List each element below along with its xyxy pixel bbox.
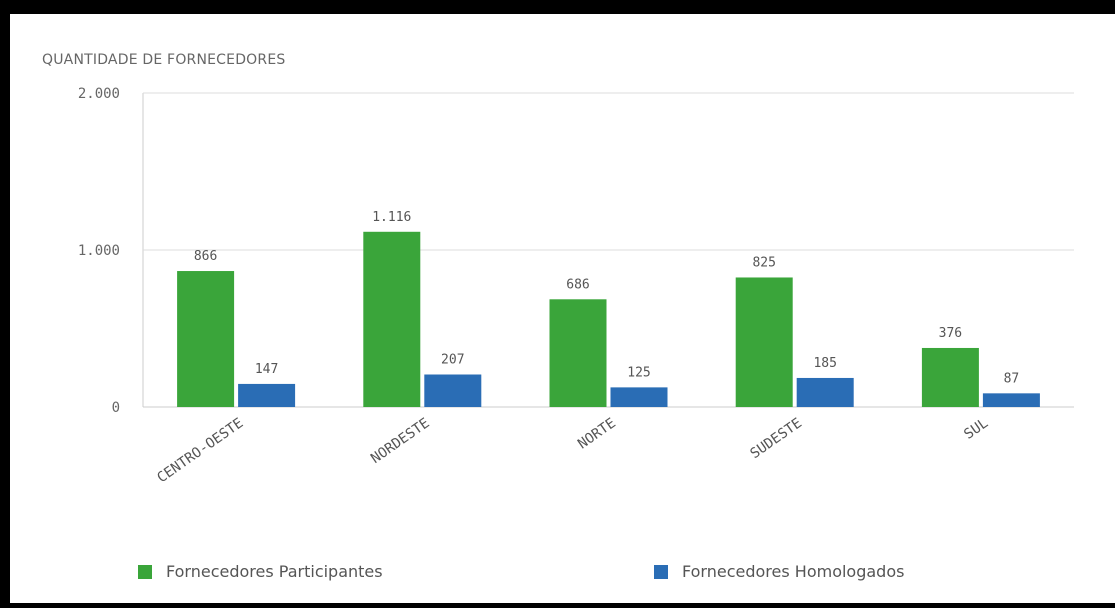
data-label: 866 xyxy=(194,249,217,264)
legend-swatch-homologados xyxy=(654,565,668,579)
legend-label-homologados: Fornecedores Homologados xyxy=(682,562,904,581)
legend-label-participantes: Fornecedores Participantes xyxy=(166,562,383,581)
bar xyxy=(736,277,793,407)
bar xyxy=(363,232,420,407)
x-tick-label: NORDESTE xyxy=(368,415,432,467)
data-label: 825 xyxy=(752,255,775,270)
bar xyxy=(238,384,295,407)
y-tick-label: 0 xyxy=(112,400,120,416)
y-tick-label: 2.000 xyxy=(78,86,120,102)
data-label: 376 xyxy=(939,326,962,341)
bar xyxy=(611,387,668,407)
bar xyxy=(177,271,234,407)
data-label: 147 xyxy=(255,362,278,377)
bar xyxy=(424,375,481,407)
data-label: 185 xyxy=(813,356,836,371)
data-label: 1.116 xyxy=(372,210,411,225)
y-tick-label: 1.000 xyxy=(78,243,120,259)
x-tick-label: CENTRO-OESTE xyxy=(154,415,246,486)
data-label: 207 xyxy=(441,353,464,368)
x-tick-label: SUL xyxy=(961,415,991,443)
x-tick-label: NORTE xyxy=(575,415,619,452)
bar-chart: 0 1.000 2.000 866 147 CENTRO-OESTE 1.116 207 NOR… xyxy=(10,14,1115,544)
data-label: 125 xyxy=(627,365,650,380)
bar xyxy=(550,299,607,407)
bar xyxy=(797,378,854,407)
data-label: 87 xyxy=(1004,371,1020,386)
legend-item-participantes[interactable]: Fornecedores Participantes xyxy=(138,562,383,581)
bar xyxy=(922,348,979,407)
legend-swatch-participantes xyxy=(138,565,152,579)
chart-panel: QUANTIDADE DE FORNECEDORES 0 1.000 2.000 86… xyxy=(10,14,1115,603)
legend-item-homologados[interactable]: Fornecedores Homologados xyxy=(654,562,904,581)
x-tick-label: SUDESTE xyxy=(747,415,805,462)
bar xyxy=(983,393,1040,407)
data-label: 686 xyxy=(566,277,589,292)
